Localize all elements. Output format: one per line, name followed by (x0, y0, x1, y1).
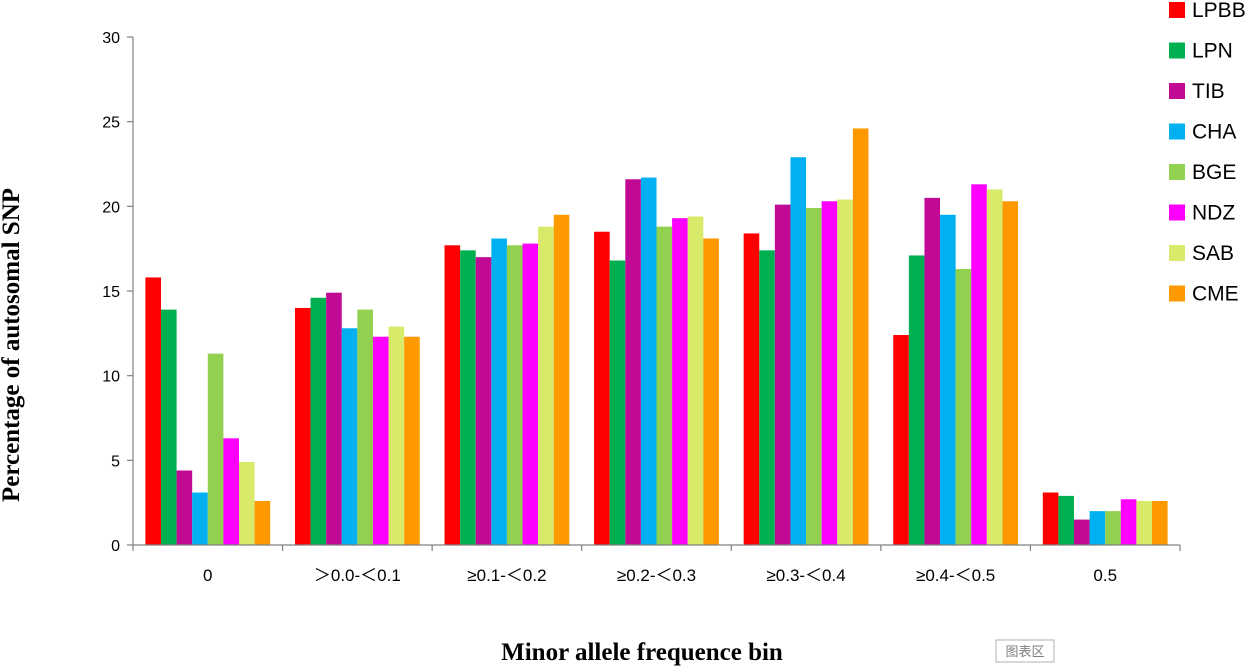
y-tick-label: 15 (102, 284, 120, 301)
bar-tib-2 (475, 257, 492, 545)
x-tick-label: ＞0.0-＜0.1 (314, 566, 401, 585)
bar-ndz-4 (821, 201, 838, 545)
bars-layer (145, 128, 1168, 546)
bar-lpn-1 (310, 297, 327, 545)
x-tick-label: 0.5 (1093, 566, 1117, 585)
bar-lpn-2 (460, 250, 476, 546)
bar-sab-4 (837, 199, 853, 545)
y-tick-label: 5 (111, 453, 120, 470)
y-axis-title: Percentage of autosomal SNP (0, 188, 25, 502)
bar-ndz-1 (372, 336, 389, 545)
legend-label-cme: CME (1192, 283, 1239, 306)
bar-bge-3 (656, 226, 673, 545)
bar-sab-1 (388, 326, 405, 545)
y-tick-label: 20 (102, 199, 120, 216)
bar-lpn-0 (160, 309, 177, 545)
x-tick-label: ≥0.1-＜0.2 (467, 566, 546, 585)
bar-lpbb-5 (893, 335, 909, 545)
bar-ndz-6 (1120, 499, 1137, 545)
legend-label-sab: SAB (1192, 242, 1234, 265)
bar-ndz-5 (971, 184, 987, 545)
bar-lpn-3 (609, 260, 626, 545)
bar-cme-3 (703, 238, 719, 545)
bar-bge-6 (1105, 511, 1121, 545)
bar-tib-3 (625, 179, 641, 546)
bar-sab-0 (238, 462, 255, 545)
bar-lpbb-1 (294, 307, 311, 545)
y-tick-label: 0 (111, 538, 120, 555)
y-tick-label: 10 (102, 369, 120, 386)
legend-swatch-cme (1169, 285, 1185, 302)
bar-lpn-6 (1058, 495, 1075, 545)
legend-label-lpbb: LPBB (1192, 0, 1246, 22)
bar-sab-2 (538, 226, 554, 545)
legend-label-tib: TIB (1192, 80, 1225, 103)
bar-cha-5 (940, 214, 956, 546)
bar-bge-1 (357, 309, 373, 545)
bar-tib-5 (924, 197, 941, 545)
bar-bge-5 (955, 268, 972, 545)
bar-tib-1 (326, 292, 342, 545)
bar-bge-4 (806, 208, 822, 545)
legend-swatch-lpbb (1169, 2, 1185, 18)
bar-cme-6 (1152, 500, 1168, 545)
legend-swatch-cha (1169, 123, 1185, 140)
chart-area-badge-box (995, 639, 1055, 663)
x-axis-title: Minor allele frequence bin (501, 639, 783, 666)
bar-cha-1 (341, 328, 358, 545)
x-tick-label: 0 (203, 566, 212, 585)
bar-lpbb-4 (743, 233, 760, 545)
bar-lpbb-0 (145, 277, 161, 545)
bar-ndz-3 (672, 218, 688, 545)
bar-tib-4 (774, 204, 791, 545)
bar-sab-6 (1136, 500, 1153, 545)
x-tick-label: ≥0.4-＜0.5 (916, 566, 995, 585)
legend-label-cha: CHA (1192, 121, 1236, 144)
bar-sab-5 (986, 189, 1003, 545)
bar-lpn-4 (759, 250, 775, 546)
bar-bge-2 (506, 245, 523, 545)
bar-cme-5 (1002, 201, 1019, 545)
labels-layer: Minor allele frequence bin Percentage of… (0, 188, 783, 666)
x-tick-label: ≥0.3-＜0.4 (766, 566, 845, 585)
bar-cha-4 (790, 157, 807, 546)
bar-cme-2 (553, 214, 570, 546)
bar-lpbb-6 (1042, 492, 1059, 545)
bar-tib-6 (1074, 519, 1090, 545)
legend-label-lpn: LPN (1192, 40, 1233, 63)
bar-tib-0 (176, 470, 193, 545)
legend-label-bge: BGE (1192, 161, 1236, 184)
bar-cha-3 (640, 177, 657, 546)
bar-lpbb-3 (594, 231, 610, 546)
legend-swatch-lpn (1169, 42, 1185, 59)
bar-sab-3 (687, 216, 704, 546)
legend-label-ndz: NDZ (1192, 202, 1235, 225)
ticks-layer: 0 5 10 15 20 25 30 0 ＞0.0-＜0.1 ≥0.1-＜0.2 ≥0.2-＜0.3… (102, 30, 1181, 585)
bar-cme-4 (852, 128, 869, 545)
chart-area-badge-label: 图表区 (1005, 645, 1044, 660)
bar-cha-0 (192, 492, 208, 545)
legend-swatch-sab (1169, 245, 1185, 261)
bar-lpn-5 (908, 255, 925, 545)
bar-ndz-2 (522, 243, 539, 545)
y-tick-label: 30 (102, 30, 120, 47)
bar-cme-1 (404, 336, 420, 545)
bar-bge-0 (207, 353, 224, 545)
legend-swatch-ndz (1169, 204, 1185, 221)
x-tick-label: ≥0.2-＜0.3 (617, 566, 696, 585)
bar-ndz-0 (223, 438, 239, 545)
bar-cha-2 (491, 238, 507, 545)
legend: LPBB LPN TIB CHA BGE NDZ SAB CME (1169, 0, 1246, 306)
legend-swatch-tib (1169, 83, 1185, 99)
chart-area-badge[interactable]: 图表区 (995, 639, 1055, 663)
bar-cme-0 (254, 500, 271, 545)
bar-cha-6 (1089, 511, 1106, 545)
bar-lpbb-2 (444, 245, 461, 545)
legend-swatch-bge (1169, 164, 1185, 180)
y-tick-label: 25 (102, 115, 120, 132)
